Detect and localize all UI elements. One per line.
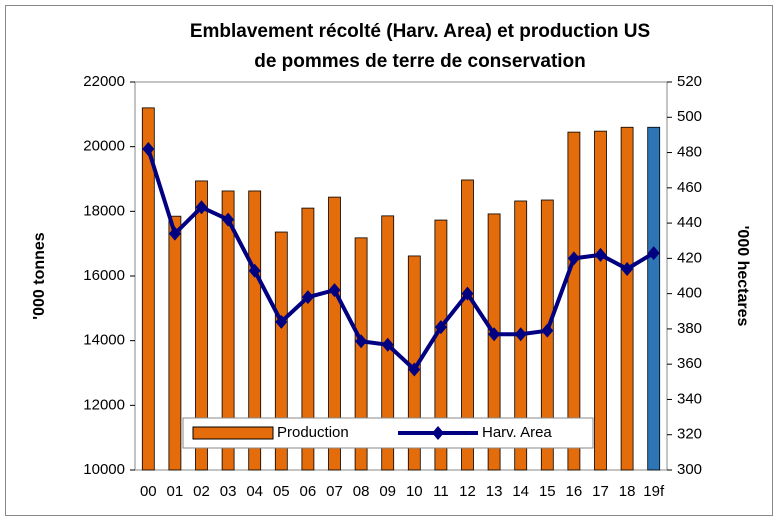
x-tick-label: 17 [592, 483, 609, 500]
y2-tick-label: 360 [677, 355, 702, 372]
line-marker [514, 327, 527, 342]
x-tick-label: 15 [539, 483, 556, 500]
bar [354, 237, 368, 471]
y2-tick-label: 340 [677, 390, 702, 407]
x-tick-label: 16 [566, 483, 583, 500]
bar [461, 179, 474, 471]
line-marker [408, 362, 421, 377]
line-marker [381, 337, 394, 352]
line-marker [168, 226, 181, 241]
line [146, 148, 655, 373]
y-tick-label: 16000 [83, 267, 125, 284]
bar [647, 126, 661, 471]
legend-label: Harv. Area [482, 424, 552, 441]
y-tick-label: 12000 [83, 396, 125, 413]
chart-title: Emblavement récolté (Harv. Area) et prod… [190, 21, 650, 42]
x-tick-label: 19f [643, 483, 665, 500]
x-tick-label: 03 [220, 483, 237, 500]
y2-axis-label: '000 hectares [734, 226, 751, 327]
x-tick-label: 06 [300, 483, 317, 500]
x-tick-label: 11 [433, 483, 449, 500]
y-tick-label: 14000 [83, 332, 125, 349]
y2-tick-label: 520 [677, 73, 702, 90]
line-marker [248, 263, 261, 278]
bar [567, 131, 581, 471]
y-tick-label: 18000 [83, 202, 125, 219]
bar [487, 213, 501, 471]
y2-tick-label: 380 [677, 320, 702, 337]
line-marker [647, 246, 660, 261]
x-tick-label: 00 [140, 483, 157, 500]
y2-tick-label: 440 [677, 214, 702, 231]
x-tick-label: 04 [246, 483, 263, 500]
line-marker [594, 247, 607, 262]
bar [301, 207, 315, 471]
line-marker [461, 286, 474, 301]
y2-tick-label: 320 [677, 426, 702, 443]
x-tick-label: 09 [379, 483, 396, 500]
x-tick-label: 13 [486, 483, 503, 500]
bar [141, 107, 155, 471]
y2-tick-label: 400 [677, 285, 702, 302]
y-tick-label: 10000 [83, 461, 125, 478]
legend-label: Production [277, 424, 349, 441]
y2-tick-label: 460 [677, 179, 702, 196]
y2-tick-label: 500 [677, 108, 702, 125]
x-tick-label: 10 [406, 483, 423, 500]
x-tick-label: 05 [273, 483, 290, 500]
y2-tick-label: 480 [677, 144, 702, 161]
line-marker [567, 251, 580, 266]
y2-tick-label: 300 [677, 461, 702, 478]
x-tick-label: 08 [353, 483, 370, 500]
line-marker [621, 261, 634, 276]
legend-swatch [432, 426, 444, 440]
bar [620, 126, 634, 471]
bar [328, 196, 341, 471]
line-marker [301, 290, 314, 305]
line-marker [142, 142, 155, 157]
line-marker [222, 212, 235, 227]
bar [434, 219, 448, 471]
line-marker [328, 283, 341, 298]
x-tick-label: 07 [326, 483, 343, 500]
y-tick-label: 22000 [83, 73, 125, 90]
x-tick-label: 14 [512, 483, 529, 500]
line-marker [195, 200, 208, 215]
x-tick-label: 02 [193, 483, 210, 500]
x-tick-label: 12 [459, 483, 476, 500]
y-tick-label: 20000 [83, 138, 125, 155]
bar [168, 215, 182, 471]
line-marker [275, 314, 288, 329]
bar [221, 190, 235, 471]
line-marker [541, 323, 554, 338]
line-marker [434, 320, 447, 335]
x-tick-label: 01 [167, 483, 184, 500]
legend-swatch [192, 426, 274, 440]
bar [195, 180, 208, 471]
line-marker [488, 327, 501, 342]
line-marker [355, 334, 368, 349]
y2-tick-label: 420 [677, 249, 702, 266]
x-tick-label: 18 [619, 483, 636, 500]
bar [274, 231, 288, 471]
bar [594, 130, 607, 471]
y-axis-label: '000 tonnes [31, 232, 48, 319]
chart-title: de pommes de terre de conservation [254, 51, 586, 72]
